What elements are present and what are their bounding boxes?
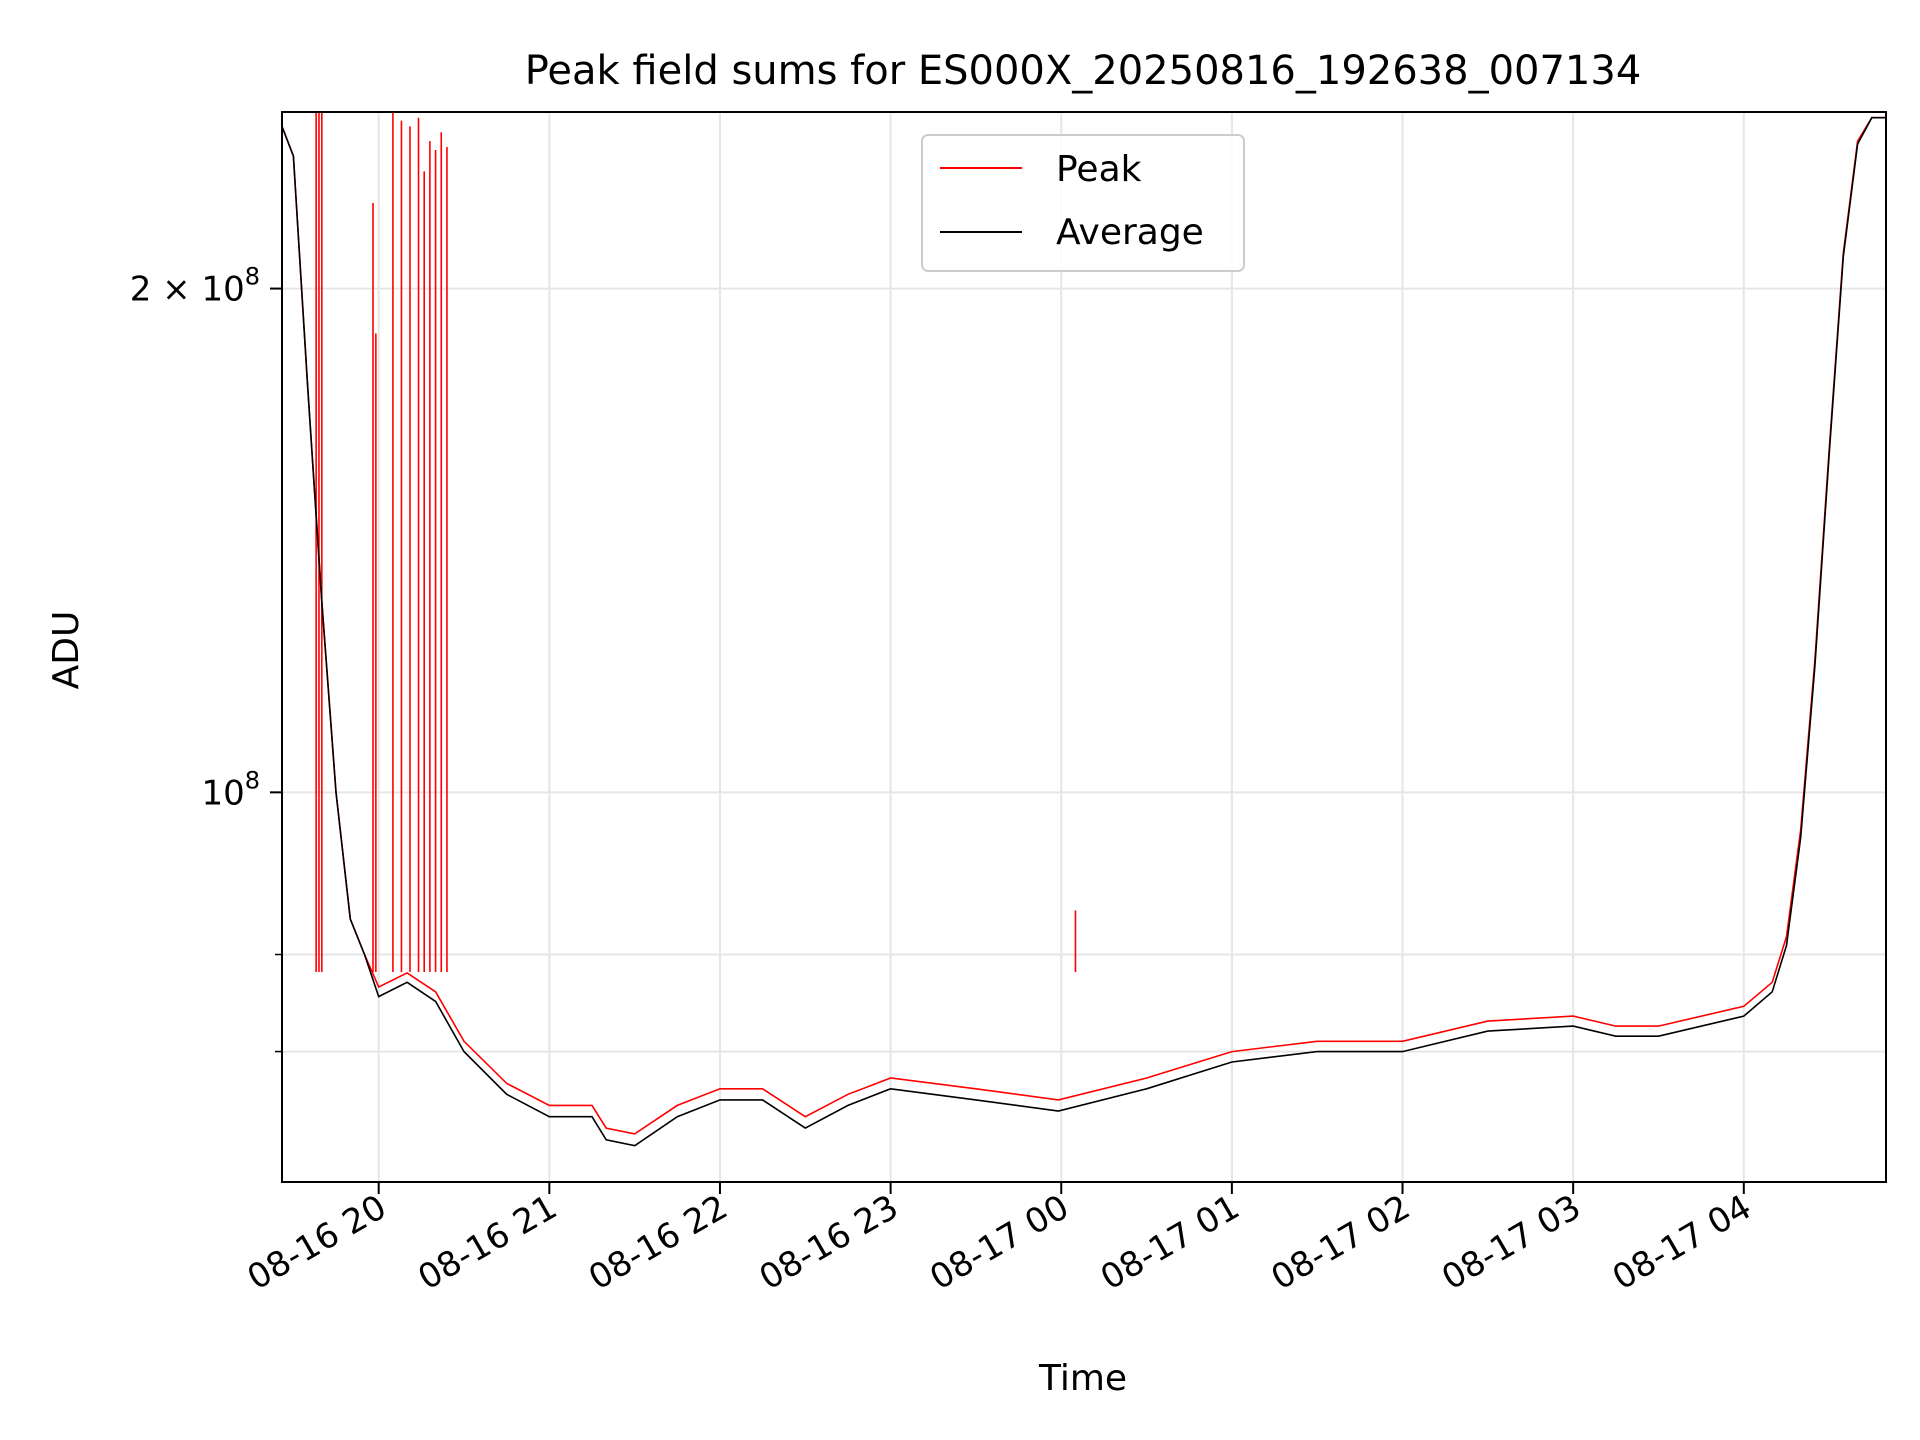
grid xyxy=(282,112,1886,1182)
series-line-peak xyxy=(282,116,1886,1135)
legend-label-peak: Peak xyxy=(1056,149,1142,190)
x-axis-label: Time xyxy=(1038,1358,1127,1399)
chart-title: Peak field sums for ES000X_20250816_1926… xyxy=(525,48,1642,94)
legend: Peak Average xyxy=(921,134,1245,272)
series-line-average xyxy=(282,116,1886,1147)
plot-lines xyxy=(282,112,1886,1147)
y-axis-label: ADU xyxy=(46,611,87,690)
axes-frame xyxy=(281,111,1887,1183)
legend-label-average: Average xyxy=(1056,212,1204,253)
y-tick-label: 108 xyxy=(201,766,260,813)
y-tick-label: 2 × 108 xyxy=(130,263,260,310)
